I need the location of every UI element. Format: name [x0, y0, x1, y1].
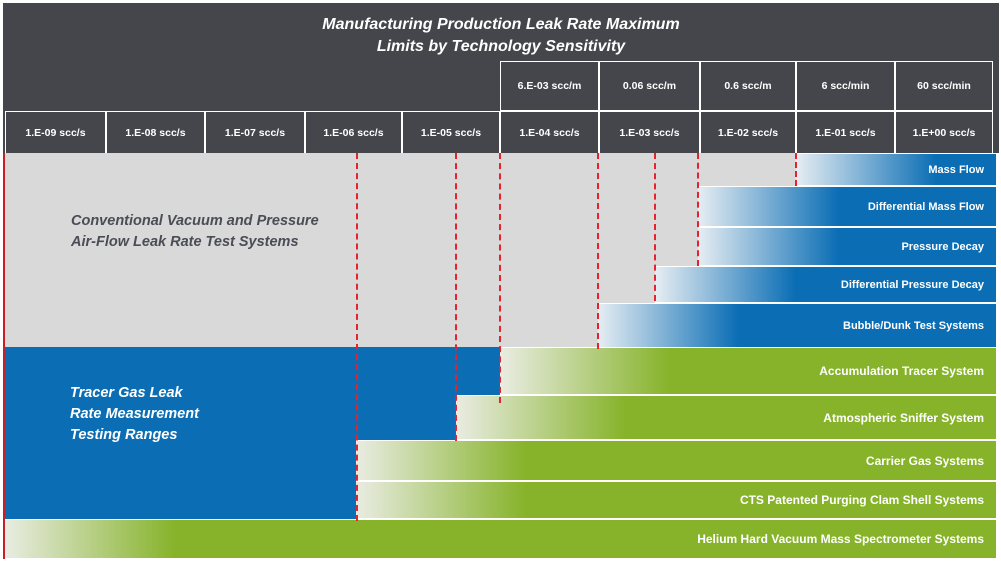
range-bar-differential-mass-flow: Differential Mass Flow: [698, 186, 996, 227]
conventional-zone-label: Conventional Vacuum and Pressure Air-Flo…: [71, 211, 319, 253]
scale-bottom-cell: 1.E-08 scc/s: [106, 111, 205, 154]
range-bar-atmospheric-sniffer: Atmospheric Sniffer System: [456, 395, 996, 440]
scale-top-cell: 6.E-03 scc/m: [500, 61, 599, 111]
conventional-zone: [5, 153, 601, 347]
range-bar-accumulation-tracer: Accumulation Tracer System: [500, 347, 996, 395]
tracer-label-line-1: Tracer Gas Leak: [70, 385, 183, 401]
scale-bottom-cell: 1.E-04 scc/s: [500, 111, 599, 154]
scale-top-cell: 0.6 scc/m: [700, 61, 796, 111]
title-line-2: Limits by Technology Sensitivity: [376, 38, 626, 55]
scale-bottom-cell: 1.E-07 scc/s: [205, 111, 305, 154]
scale-bottom-cell: 1.E-03 scc/s: [599, 111, 700, 154]
scale-bottom-cell: 1.E-01 scc/s: [796, 111, 895, 154]
limit-marker-line: [455, 153, 457, 441]
scale-top-cell: 0.06 scc/m: [599, 61, 700, 111]
scale-bottom-cell: 1.E-09 scc/s: [5, 111, 106, 154]
range-bar-cts-clam-shell: CTS Patented Purging Clam Shell Systems: [356, 481, 996, 519]
tracer-label-line-2: Rate Measurement: [70, 406, 199, 422]
limit-marker-line: [697, 153, 699, 266]
title-line-1: Manufacturing Production Leak Rate Maxim…: [322, 16, 680, 33]
range-bar-carrier-gas: Carrier Gas Systems: [356, 440, 996, 481]
range-bar-differential-pressure-decay: Differential Pressure Decay: [655, 266, 996, 303]
scale-top-cell: 60 scc/min: [895, 61, 993, 111]
scale-bottom-cell: 1.E+00 scc/s: [895, 111, 993, 154]
limit-marker-line: [356, 153, 358, 521]
range-bar-pressure-decay: Pressure Decay: [698, 227, 996, 266]
scale-top-cell: 6 scc/min: [796, 61, 895, 111]
scale-bottom-cell: 1.E-02 scc/s: [700, 111, 796, 154]
scale-bottom-cell: 1.E-05 scc/s: [402, 111, 500, 154]
limit-marker-line: [654, 153, 656, 301]
limit-marker-line: [499, 153, 501, 403]
limit-marker-line: [795, 153, 797, 186]
chart-title: Manufacturing Production Leak Rate Maxim…: [3, 14, 999, 58]
tracer-label-line-3: Testing Ranges: [70, 427, 178, 443]
scale-bottom-cell: 1.E-06 scc/s: [305, 111, 402, 154]
left-limit-line: [3, 153, 5, 559]
range-bar-mass-flow: Mass Flow: [796, 153, 996, 186]
conventional-label-line-2: Air-Flow Leak Rate Test Systems: [71, 234, 299, 250]
range-bar-helium-mass-spec: Helium Hard Vacuum Mass Spectrometer Sys…: [5, 519, 996, 559]
conventional-label-line-1: Conventional Vacuum and Pressure: [71, 213, 319, 229]
tracer-zone-label: Tracer Gas Leak Rate Measurement Testing…: [70, 383, 199, 446]
limit-marker-line: [597, 153, 599, 349]
range-bar-bubble-dunk: Bubble/Dunk Test Systems: [598, 303, 996, 348]
